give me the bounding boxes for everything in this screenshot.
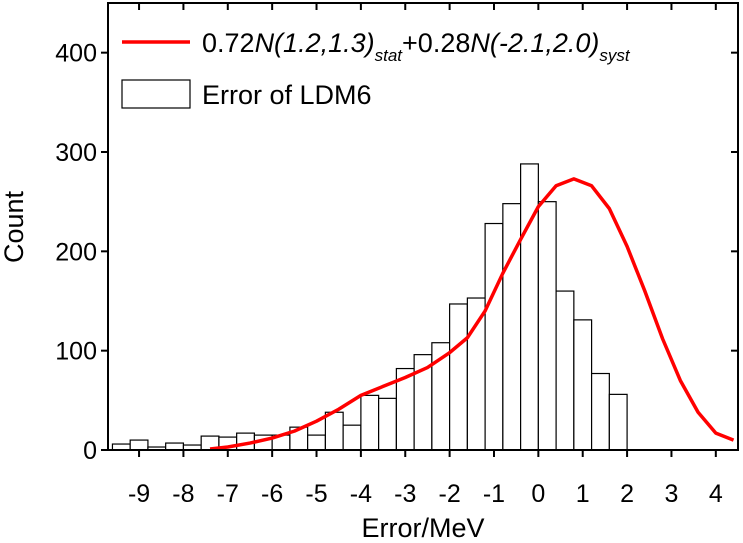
- histogram-bars: [111, 163, 628, 451]
- histogram-bar: [484, 222, 504, 451]
- legend: 0.72N(1.2,1.3)stat+0.28N(-2.1,2.0)syst E…: [121, 28, 631, 110]
- x-tick-label: 1: [576, 480, 590, 508]
- histogram-bar: [449, 303, 468, 451]
- y-tick-label: 0: [83, 437, 97, 465]
- histogram-bar: [608, 393, 628, 451]
- x-tick-label: 0: [531, 480, 545, 508]
- y-tick-label: 400: [55, 40, 97, 68]
- legend-fit-sub1: stat: [375, 46, 404, 65]
- x-tick-label: 4: [709, 480, 723, 508]
- axis-ticks: -9 -8 -7 -6 -5 -4 -3 -2 -1 0 1 2 3 4 0 100 200 300 400: [55, 3, 738, 508]
- histogram-bar: [573, 319, 593, 451]
- x-tick-label: -5: [305, 480, 327, 508]
- histogram-bar: [466, 297, 486, 451]
- fit-curve: [209, 177, 735, 451]
- y-axis-title: Count: [0, 190, 29, 263]
- histogram-bar: [342, 424, 362, 451]
- legend-fit-label: 0.72N(1.2,1.3)stat+0.28N(-2.1,2.0)syst: [202, 28, 631, 65]
- x-tick-label: -3: [394, 480, 416, 508]
- x-tick-label: -8: [172, 480, 194, 508]
- legend-hist-swatch: [121, 79, 191, 109]
- x-tick-label: -9: [128, 480, 150, 508]
- histogram-bar: [590, 372, 610, 451]
- x-tick-label: -1: [483, 480, 505, 508]
- plot-frame: [107, 2, 739, 451]
- y-tick-label: 300: [55, 139, 97, 167]
- legend-fit-coef1: 0.72: [202, 28, 255, 58]
- legend-hist-label: Error of LDM6: [202, 80, 372, 110]
- histogram-bar: [165, 442, 185, 451]
- legend-fit-sub2: syst: [599, 46, 631, 65]
- legend-fit-dist2: N(-2.1,2.0): [470, 28, 599, 58]
- histogram-bar: [129, 439, 149, 451]
- x-tick-label: 3: [664, 480, 678, 508]
- y-tick-label: 200: [55, 238, 97, 266]
- histogram-bar: [324, 411, 344, 451]
- histogram-bar: [537, 201, 557, 451]
- histogram-bar: [378, 397, 397, 451]
- x-tick-label: -6: [261, 480, 283, 508]
- x-tick-label: -4: [350, 480, 372, 508]
- x-axis-title: Error/MeV: [361, 513, 484, 543]
- legend-fit-dist1: N(1.2,1.3): [255, 28, 375, 58]
- histogram-bar: [520, 163, 539, 451]
- histogram-bar: [360, 394, 380, 451]
- legend-fit-coef2: +0.28: [402, 28, 470, 58]
- x-tick-label: -2: [439, 480, 461, 508]
- histogram-bar: [555, 290, 575, 451]
- histogram-bar: [502, 203, 522, 451]
- x-tick-label: -7: [217, 480, 239, 508]
- y-tick-label: 100: [55, 338, 97, 366]
- histogram-bar: [307, 434, 326, 451]
- x-tick-label: 2: [620, 480, 634, 508]
